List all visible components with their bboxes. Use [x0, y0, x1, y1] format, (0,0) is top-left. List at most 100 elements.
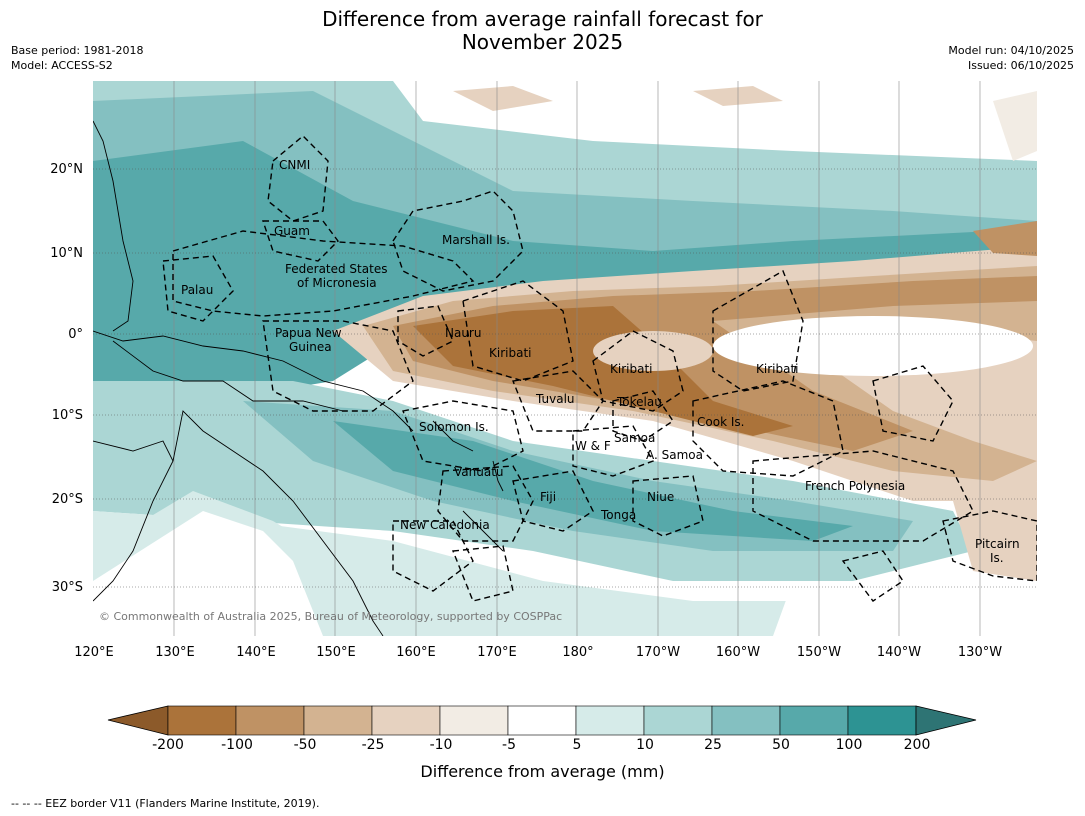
label-kiribati-central: Kiribati [610, 362, 653, 376]
near-normal-north [433, 81, 1037, 141]
label-tonga: Tonga [601, 508, 637, 522]
label-nauru: Nauru [445, 326, 482, 340]
title-line-1: Difference from average rainfall forecas… [322, 7, 763, 31]
lon-tick-140w: 140°W [876, 645, 922, 660]
colorbar-bin [507, 705, 577, 736]
lon-tick-170e: 170°E [477, 645, 517, 660]
eez-cook [692, 380, 844, 477]
eez-cnmi [267, 135, 329, 222]
new-guinea-south-coast [112, 340, 344, 412]
base-period: Base period: 1981-2018 [11, 44, 144, 57]
colorbar-bin [779, 705, 849, 736]
colorbar-bin [235, 705, 305, 736]
label-samoa: Samoa [614, 431, 656, 445]
eez-french-polynesia-north [872, 365, 954, 442]
eez-nauru [397, 305, 454, 357]
label-guam: Guam [274, 224, 310, 238]
label-wallis-futuna: W & F [575, 439, 611, 453]
dry-patch-north-1 [453, 86, 553, 111]
colorbar [107, 705, 977, 736]
new-guinea-coast [93, 330, 414, 432]
colorbar-bin [371, 705, 441, 736]
label-marshall: Marshall Is. [442, 233, 510, 247]
lat-tick-20s: 20°S [51, 492, 83, 507]
lon-tick-130w: 130°W [957, 645, 1003, 660]
near-normal-northeast [993, 91, 1037, 161]
lon-tick-170w: 170°W [635, 645, 681, 660]
colorbar-bin [439, 705, 509, 736]
label-cook-islands: Cook Is. [697, 415, 745, 429]
label-tokelau: Tokelau [617, 395, 662, 409]
label-png-line-2: Guinea [289, 340, 332, 354]
lon-tick-160w: 160°W [715, 645, 761, 660]
label-cnmi: CNMI [279, 158, 311, 172]
wet-core-warm-pool [93, 141, 1037, 401]
colorbar-tick-100: 100 [835, 737, 863, 753]
wet-core-spcz [333, 421, 853, 541]
title-line-2: November 2025 [461, 30, 624, 54]
copyright-notice: © Commonwealth of Australia 2025, Bureau… [99, 610, 563, 623]
colorbar-tick-25: 25 [704, 737, 722, 753]
label-solomon-islands: Solomon Is. [419, 420, 489, 434]
eez-niue-tonga [632, 475, 704, 537]
meta-right: Model run: 04/10/2025 Issued: 06/10/2025 [948, 43, 1074, 73]
colorbar-bin [303, 705, 373, 736]
label-kiribati-west: Kiribati [489, 346, 532, 360]
rainfall-map [93, 81, 1037, 636]
colorbar-tick-minus-100: -100 [221, 737, 253, 753]
issued-date: Issued: 06/10/2025 [967, 59, 1074, 72]
colorbar-tick-minus-50: -50 [293, 737, 317, 753]
label-niue: Niue [647, 490, 675, 504]
near-normal-east-pacific [713, 316, 1033, 376]
label-pitcairn-line-1: Pitcairn [975, 537, 1020, 551]
label-french-polynesia: French Polynesia [805, 479, 906, 493]
eez-fiji [512, 470, 594, 532]
colorbar-tick-minus-25: -25 [361, 737, 385, 753]
dry-patch-kiribati [593, 331, 713, 371]
lon-tick-140e: 140°E [236, 645, 276, 660]
label-fsm-line-1: Federated States [285, 262, 388, 276]
label-pitcairn-line-2: Is. [990, 551, 1004, 565]
lat-tick-20n: 20°N [50, 162, 83, 177]
eez-vanuatu [437, 465, 534, 542]
map-canvas [93, 81, 1037, 636]
eez-kiribati-east [712, 269, 804, 392]
near-normal-australia [93, 511, 323, 636]
eez-norfolk [452, 545, 514, 602]
colorbar-tick-minus-200: -200 [152, 737, 184, 753]
colorbar-tick-200: 200 [903, 737, 931, 753]
colorbar-tick-5: 5 [572, 737, 582, 753]
solomon-islands-coast [432, 420, 474, 452]
lon-tick-130e: 130°E [155, 645, 195, 660]
eez-solomon [402, 400, 524, 472]
lon-tick-150e: 150°E [316, 645, 356, 660]
colorbar-tick-10: 10 [636, 737, 654, 753]
eez-wf-samoa [572, 425, 655, 477]
eez-fsm [172, 230, 475, 317]
australia-northwest-coast [93, 440, 174, 602]
model-name: Model: ACCESS-S2 [11, 59, 113, 72]
label-new-caledonia: New Caledonia [400, 518, 490, 532]
colorbar-bin [167, 705, 237, 736]
label-vanuatu: Vanuatu [454, 465, 504, 479]
eez-tuvalu [512, 370, 604, 432]
label-kiribati-east: Kiribati [756, 362, 799, 376]
label-tuvalu: Tuvalu [536, 392, 575, 406]
dry-patch-northeast [973, 221, 1037, 256]
eez-borders [162, 135, 1037, 602]
eez-pitcairn [942, 510, 1037, 582]
label-fsm-line-2: of Micronesia [297, 276, 377, 290]
colorbar-extend-high [915, 705, 977, 736]
lon-tick-150w: 150°W [796, 645, 842, 660]
colorbar-tick-50: 50 [772, 737, 790, 753]
colorbar-extend-low [107, 705, 169, 736]
eez-kiribati-west [462, 280, 574, 382]
lon-tick-120e: 120°E [74, 645, 114, 660]
eez-tokelau [612, 390, 674, 442]
colorbar-tick-minus-10: -10 [429, 737, 453, 753]
colorbar-bin [643, 705, 713, 736]
philippines-coast [93, 120, 134, 332]
colorbar-bin [711, 705, 781, 736]
eez-austral [841, 550, 904, 602]
colorbar-bin [575, 705, 645, 736]
